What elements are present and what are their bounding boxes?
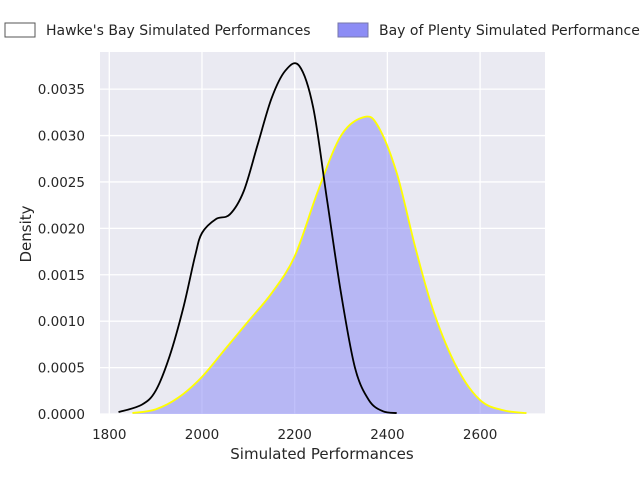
y-tick-label: 0.0020 (38, 221, 85, 237)
x-axis-label: Simulated Performances (230, 445, 414, 463)
legend-label-bay-of-plenty: Bay of Plenty Simulated Performances (379, 23, 640, 39)
y-tick-label: 0.0015 (38, 268, 85, 284)
x-tick-label: 2600 (463, 427, 497, 443)
y-tick-label: 0.0030 (38, 129, 85, 145)
legend-label-hawkes-bay: Hawke's Bay Simulated Performances (46, 23, 311, 39)
series-layer (118, 62, 527, 415)
x-tick-label: 2200 (278, 427, 312, 443)
y-tick-labels: 0.0000 0.0005 0.0010 0.0015 0.0020 0.0025 0.00… (38, 82, 85, 423)
legend-swatch-hawkes-bay (4, 22, 36, 38)
hawkes-bay-line (118, 62, 397, 414)
bay-of-plenty-area (132, 116, 527, 415)
x-tick-label: 2400 (370, 427, 404, 443)
legend: Hawke's Bay Simulated Performances Bay of… (4, 22, 640, 39)
x-tick-label: 2000 (185, 427, 219, 443)
legend-swatch-bay-of-plenty (337, 22, 369, 38)
x-tick-label: 1800 (92, 427, 126, 443)
bay-of-plenty-line (132, 115, 527, 414)
y-tick-label: 0.0000 (38, 407, 85, 423)
y-tick-label: 0.0025 (38, 175, 85, 191)
y-tick-label: 0.0005 (38, 361, 85, 377)
y-tick-label: 0.0010 (38, 314, 85, 330)
x-tick-labels: 1800 2000 2200 2400 2600 (92, 427, 497, 443)
y-axis-label: Density (17, 205, 35, 262)
y-tick-label: 0.0035 (38, 82, 85, 98)
